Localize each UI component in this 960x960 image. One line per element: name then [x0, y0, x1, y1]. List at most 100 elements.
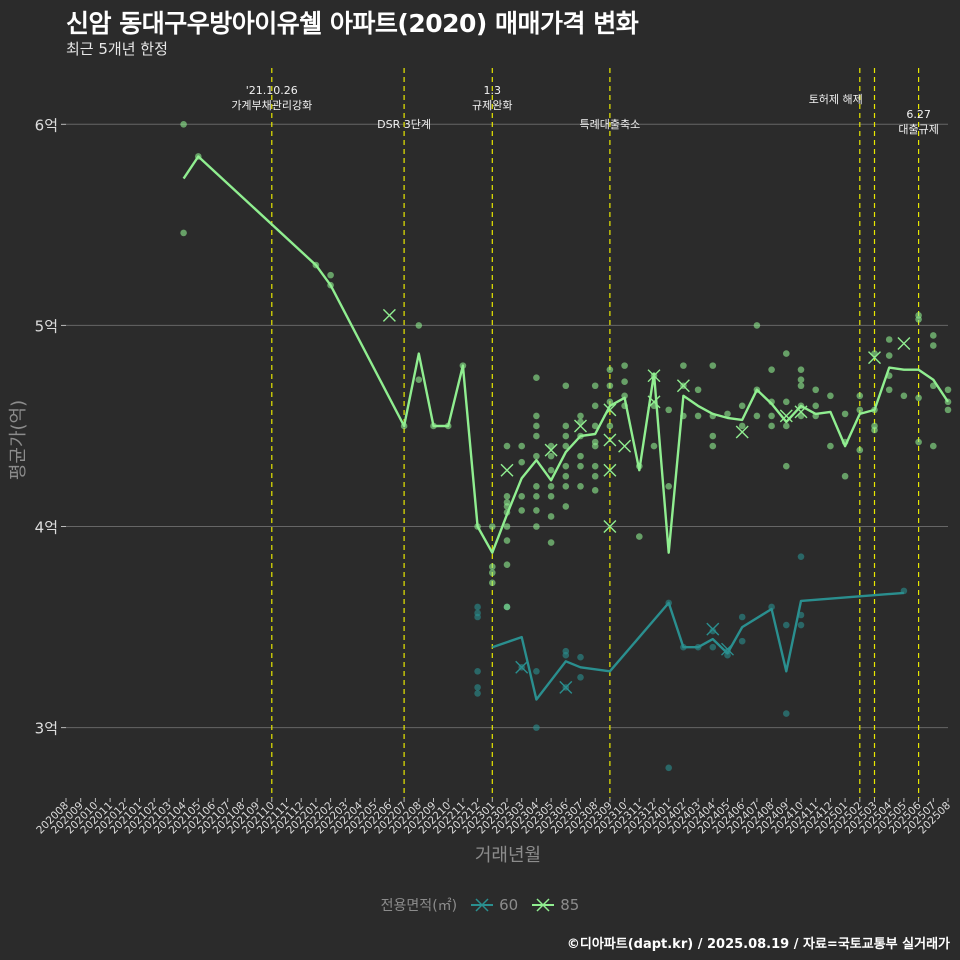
data-point-85 — [768, 422, 775, 430]
series-line-85 — [182, 155, 949, 554]
cross-marker-85 — [544, 443, 558, 457]
data-point-85 — [503, 603, 511, 611]
data-point-85 — [783, 462, 790, 470]
data-point-85 — [856, 406, 864, 414]
data-point-85 — [885, 352, 893, 359]
series-lines — [182, 155, 949, 701]
data-point-85 — [636, 533, 643, 540]
data-point-85 — [665, 406, 672, 414]
data-point-60 — [474, 613, 481, 621]
data-point-85 — [709, 432, 717, 440]
legend-label-85: 85 — [560, 896, 580, 914]
data-point-60 — [709, 643, 717, 651]
data-point-85 — [621, 378, 628, 386]
data-point-85 — [533, 523, 540, 530]
data-point-85 — [503, 493, 511, 500]
data-point-85 — [930, 442, 937, 450]
cross-marker-85 — [603, 520, 617, 534]
cross-marker-85 — [382, 308, 396, 322]
data-point-85 — [768, 412, 775, 420]
data-point-85 — [606, 422, 614, 430]
data-point-85 — [753, 412, 761, 420]
event-label: DSR 3단계 — [377, 118, 431, 131]
data-point-85 — [738, 422, 746, 430]
cross-marker-85 — [574, 419, 587, 433]
data-point-85 — [606, 398, 614, 406]
data-point-60 — [783, 710, 790, 717]
data-point-85 — [591, 402, 599, 410]
data-point-85 — [562, 382, 570, 390]
data-point-85 — [547, 466, 555, 474]
data-point-85 — [738, 402, 746, 410]
data-point-60 — [768, 603, 775, 611]
data-point-85 — [577, 412, 584, 420]
data-point-85 — [489, 579, 496, 587]
data-point-60 — [738, 613, 746, 621]
data-point-85 — [591, 487, 599, 494]
data-point-85 — [797, 366, 805, 373]
data-point-85 — [562, 482, 570, 490]
event-label: 규제완화 — [472, 99, 512, 112]
data-point-60 — [577, 653, 584, 661]
data-point-85 — [724, 410, 731, 418]
data-point-85 — [547, 482, 555, 490]
x-axis-title: 거래년월 — [475, 845, 541, 866]
data-point-85 — [577, 462, 584, 470]
data-point-85 — [709, 362, 717, 369]
data-point-85 — [415, 322, 423, 329]
data-point-85 — [562, 442, 570, 450]
data-point-85 — [694, 386, 702, 394]
legend: 전용면적(㎡) 60 85 — [0, 895, 960, 915]
cross-marker-85 — [618, 439, 632, 453]
data-point-85 — [180, 121, 187, 128]
chart-title: 신암 동대구우방아이유쉘 아파트(2020) 매매가격 변화 — [66, 9, 639, 38]
y-tick-label: 6억 — [35, 116, 58, 134]
data-point-85 — [650, 442, 658, 450]
data-point-85 — [915, 316, 922, 323]
data-point-85 — [885, 336, 893, 343]
data-point-85 — [533, 482, 540, 490]
y-tick-label: 5억 — [35, 317, 58, 335]
data-point-85 — [694, 412, 702, 420]
data-point-60 — [577, 674, 584, 681]
event-label: 1.3 — [484, 84, 502, 97]
data-point-85 — [841, 472, 849, 480]
data-point-85 — [547, 493, 555, 500]
grid-lines — [66, 123, 948, 729]
data-point-85 — [518, 507, 525, 514]
data-point-85 — [827, 442, 834, 450]
data-point-85 — [768, 366, 775, 373]
data-point-85 — [562, 422, 570, 430]
data-point-85 — [915, 438, 922, 446]
data-point-85 — [577, 452, 584, 460]
data-point-85 — [797, 376, 805, 384]
cross-marker-60 — [706, 622, 720, 636]
data-point-60 — [533, 668, 540, 675]
data-point-85 — [783, 398, 790, 406]
data-point-85 — [944, 406, 952, 414]
data-point-85 — [547, 539, 555, 546]
data-point-85 — [327, 271, 334, 279]
event-label: 토허제 해제 — [809, 92, 863, 106]
data-point-85 — [753, 322, 761, 329]
cross-marker-85 — [647, 369, 661, 383]
data-point-85 — [533, 452, 540, 460]
data-point-85 — [871, 426, 878, 434]
data-point-85 — [827, 392, 834, 400]
data-point-85 — [783, 350, 790, 357]
cross-marker-85 — [500, 463, 514, 477]
cross-marker-85 — [603, 463, 617, 477]
event-label: '21.10.26 — [246, 84, 298, 97]
data-point-85 — [489, 523, 496, 530]
cross-marker-85 — [603, 433, 617, 447]
legend-swatch-85 — [532, 898, 555, 912]
data-point-60 — [797, 621, 805, 629]
data-point-60 — [797, 553, 805, 560]
data-point-85 — [518, 442, 525, 450]
chart-subtitle: 최근 5개년 한정 — [66, 40, 168, 58]
data-point-60 — [474, 690, 481, 697]
legend-item-85: 85 — [530, 896, 579, 914]
data-point-85 — [856, 392, 864, 400]
